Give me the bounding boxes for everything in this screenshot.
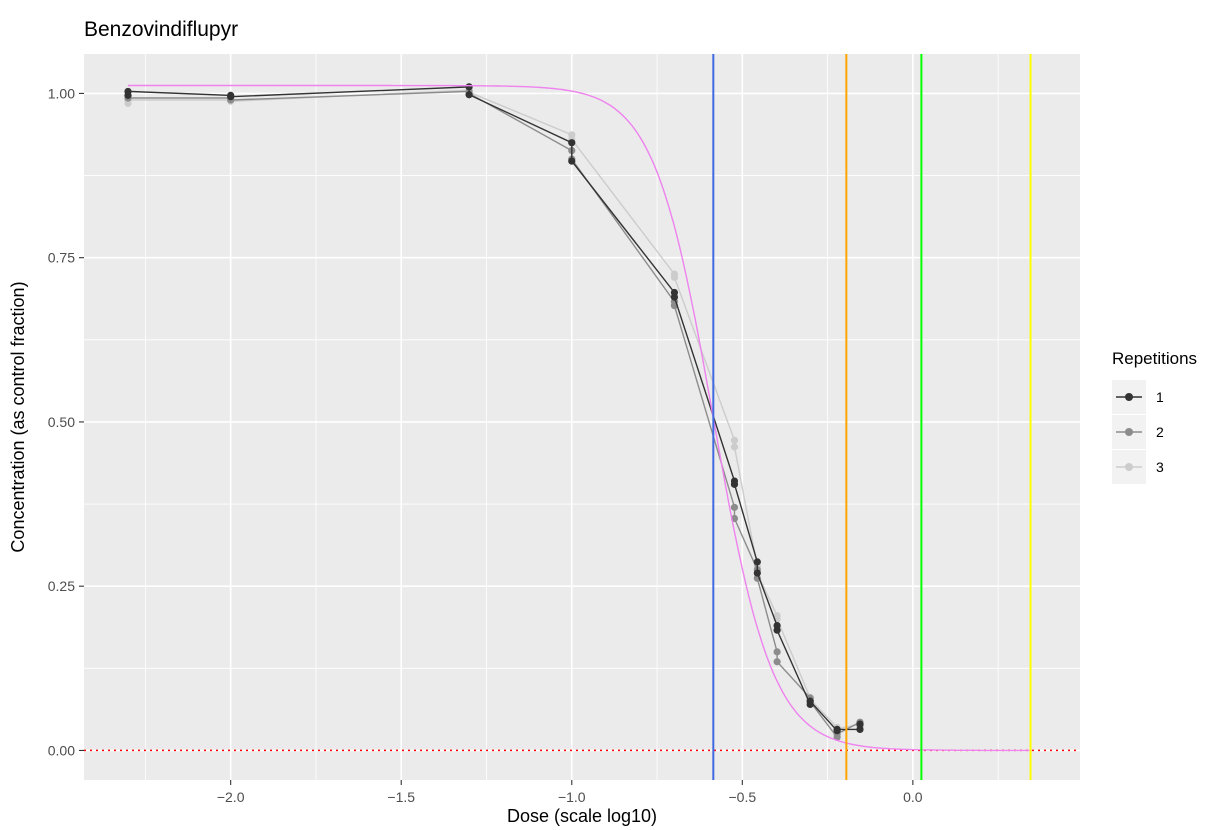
data-point bbox=[670, 273, 679, 281]
x-tick-label: 0.0 bbox=[903, 789, 923, 805]
data-point bbox=[833, 725, 841, 734]
series-line bbox=[127, 90, 861, 740]
data-point bbox=[753, 569, 761, 577]
y-axis-title: Concentration (as control fraction) bbox=[8, 281, 28, 552]
vertical-reference-lines bbox=[712, 54, 1032, 780]
legend-key-point bbox=[1125, 463, 1133, 471]
data-point bbox=[124, 87, 132, 96]
data-point bbox=[670, 293, 679, 301]
data-point bbox=[465, 83, 473, 91]
data-point bbox=[773, 658, 781, 666]
legend-item-1: 1 bbox=[1112, 380, 1164, 414]
legend-item-2: 2 bbox=[1112, 415, 1164, 449]
data-point bbox=[568, 139, 576, 147]
x-tick-label: −1.5 bbox=[387, 789, 415, 805]
fitted-curve bbox=[128, 84, 1033, 752]
legend-label: 1 bbox=[1156, 389, 1164, 405]
data-point bbox=[730, 443, 739, 451]
y-tick-label: 0.00 bbox=[48, 742, 75, 758]
data-point bbox=[568, 157, 576, 165]
legend-title: Repetitions bbox=[1112, 349, 1197, 368]
legend-key-point bbox=[1125, 428, 1133, 436]
data-point bbox=[730, 503, 739, 511]
legend-key-point bbox=[1125, 393, 1133, 401]
data-point bbox=[227, 93, 235, 101]
data-point bbox=[856, 720, 864, 728]
data-point bbox=[730, 480, 739, 488]
legend-label: 2 bbox=[1156, 424, 1164, 440]
data-point bbox=[465, 91, 473, 99]
legend: Repetitions 1 2 3 bbox=[1112, 349, 1197, 484]
x-axis: −2.0 −1.5 −1.0 −0.5 0.0 bbox=[217, 780, 923, 805]
y-tick-label: 0.75 bbox=[48, 250, 75, 266]
y-tick-label: 1.00 bbox=[48, 85, 75, 101]
y-tick-label: 0.50 bbox=[48, 414, 75, 430]
x-tick-label: −1.0 bbox=[558, 789, 586, 805]
x-tick-label: −2.0 bbox=[217, 789, 245, 805]
x-tick-label: −0.5 bbox=[728, 789, 756, 805]
data-point bbox=[856, 725, 864, 734]
legend-item-3: 3 bbox=[1112, 450, 1164, 484]
data-point bbox=[773, 648, 781, 656]
y-tick-label: 0.25 bbox=[48, 578, 75, 594]
y-axis: 0.00 0.25 0.50 0.75 1.00 bbox=[48, 85, 84, 758]
x-axis-title: Dose (scale log10) bbox=[507, 806, 657, 826]
legend-label: 3 bbox=[1156, 459, 1164, 475]
data-point bbox=[773, 626, 781, 634]
series-1 bbox=[124, 83, 864, 735]
series-layer bbox=[124, 83, 864, 741]
major-gridlines bbox=[84, 54, 1080, 780]
minor-gridlines bbox=[84, 54, 1080, 780]
plot-panel bbox=[84, 54, 1080, 780]
data-point bbox=[806, 697, 814, 705]
data-point bbox=[730, 436, 739, 444]
data-point bbox=[753, 558, 761, 566]
chart-title: Benzovindiflupyr bbox=[84, 18, 238, 41]
